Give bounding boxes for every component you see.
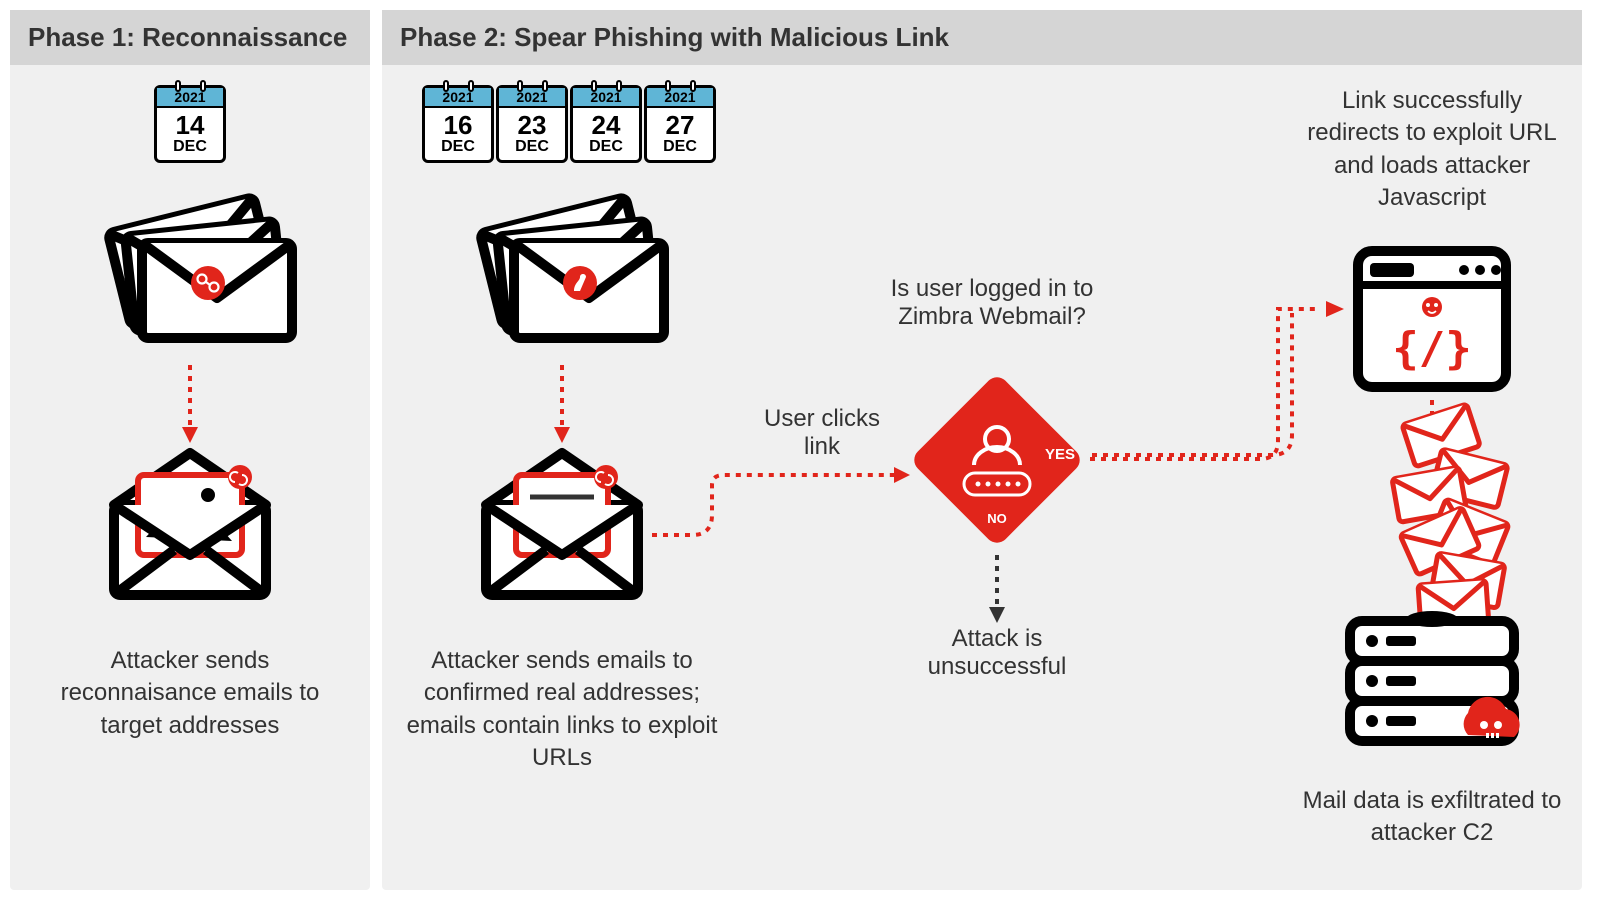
svg-text:{/}: {/} <box>1392 323 1471 374</box>
phase2-title: Phase 2: Spear Phishing with Malicious L… <box>382 10 1582 65</box>
calendar-p2-3: 2021 27 DEC <box>644 85 716 163</box>
arrow-down-phase1 <box>182 365 198 445</box>
calendar-p2-0: 2021 16 DEC <box>422 85 494 163</box>
fail-label: Attack is unsuccessful <box>912 625 1082 681</box>
open-envelope-phase1 <box>104 445 276 605</box>
phase2-caption1: Attacker sends emails to confirmed real … <box>402 645 722 775</box>
decision-question: Is user logged in to Zimbra Webmail? <box>862 275 1122 331</box>
calendar-phase1: 2021 14 DEC <box>154 85 226 163</box>
phase1-title: Phase 1: Reconnaissance <box>10 10 370 65</box>
exfil-label: Mail data is exfiltrated to attacker C2 <box>1292 785 1572 850</box>
open-envelope-phase2 <box>476 445 648 605</box>
arrow-no <box>989 555 1005 625</box>
arrow-to-decision <box>652 475 912 555</box>
server-icon <box>1342 605 1532 775</box>
svg-text:YES: YES <box>1045 446 1075 463</box>
envelopes-stack-phase2 <box>452 185 672 355</box>
browser-icon: {/} <box>1352 245 1512 395</box>
decision-diamond: YES NO <box>902 365 1092 555</box>
svg-text:NO: NO <box>987 511 1007 526</box>
arrow-yes-path <box>1090 301 1326 463</box>
browser-label: Link successfully redirects to exploit U… <box>1302 85 1562 215</box>
calendar-p2-1: 2021 23 DEC <box>496 85 568 163</box>
phase1-caption: Attacker sends reconnaisance emails to t… <box>40 645 340 742</box>
calendar-p2-2: 2021 24 DEC <box>570 85 642 163</box>
envelopes-stack-phase1 <box>80 185 300 355</box>
arrow-down-phase2 <box>554 365 570 445</box>
click-label: User clicks link <box>752 405 892 461</box>
phase2-panel: Phase 2: Spear Phishing with Malicious L… <box>382 10 1582 890</box>
phase1-panel: Phase 1: Reconnaissance 2021 14 DEC <box>10 10 370 890</box>
